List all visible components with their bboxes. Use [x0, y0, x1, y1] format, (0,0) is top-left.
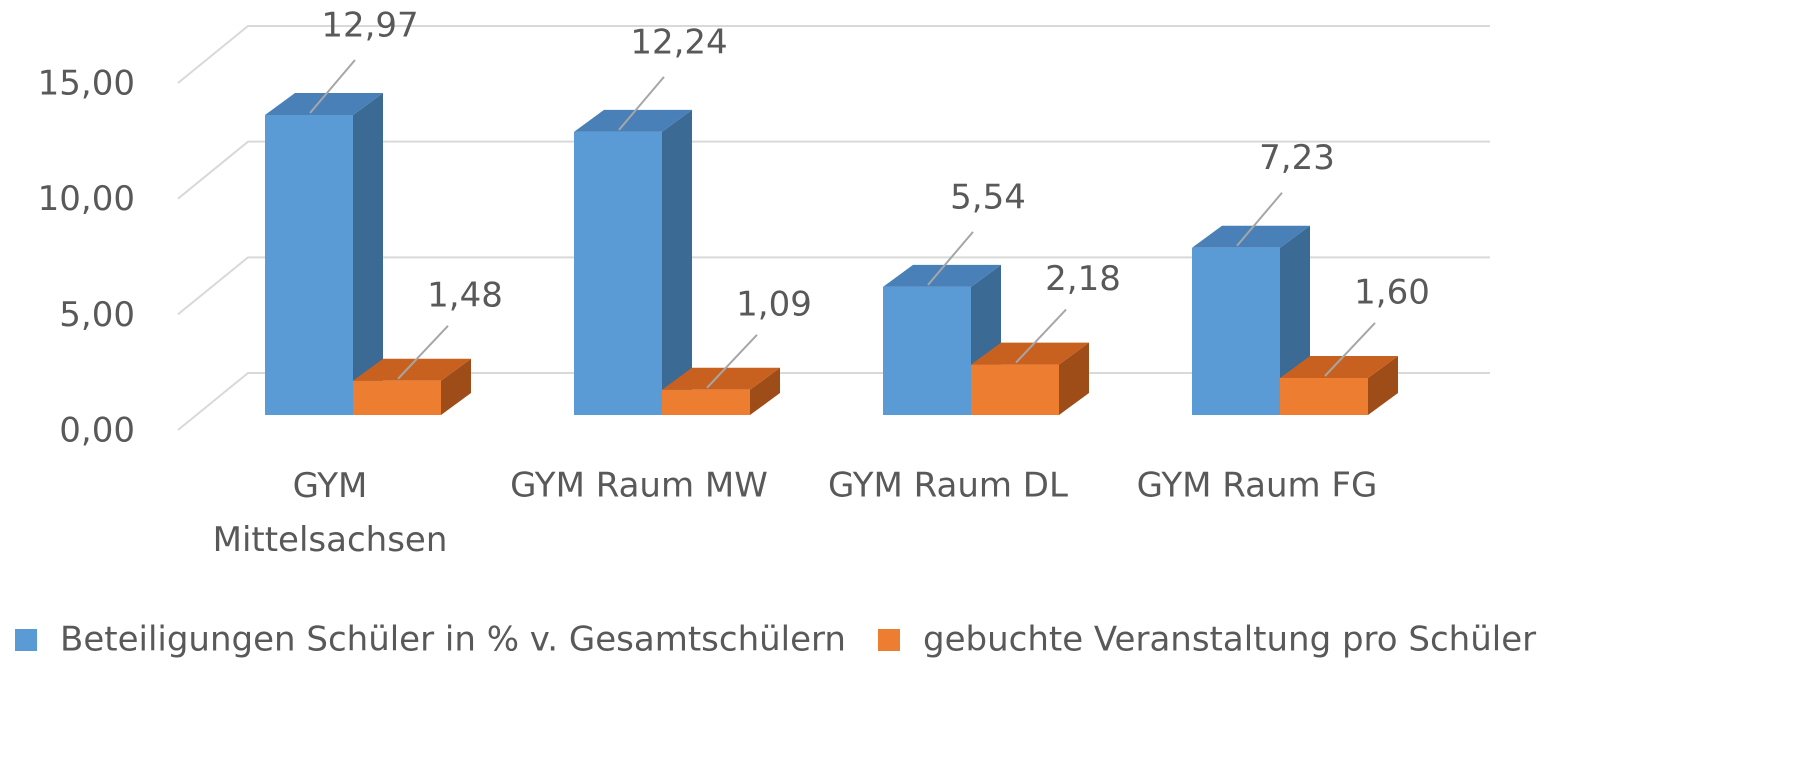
- x-tick-label: GYM Raum MW: [510, 466, 768, 506]
- grid-line: [177, 140, 1490, 200]
- data-label: 2,18: [1045, 259, 1121, 299]
- leader-line: [397, 325, 449, 380]
- data-label: 12,97: [321, 5, 418, 45]
- bar-front: [662, 389, 750, 415]
- legend-swatch: [15, 629, 37, 651]
- bar: [1280, 355, 1398, 415]
- bar-top: [353, 358, 471, 381]
- leader-line: [927, 231, 974, 286]
- y-tick-label: 5,00: [59, 295, 135, 335]
- data-label: 1,09: [736, 284, 812, 324]
- bar-side: [353, 92, 383, 416]
- data-label: 5,54: [950, 177, 1026, 217]
- leader-line: [1236, 192, 1283, 247]
- bar-top: [662, 367, 780, 390]
- legend-label: gebuchte Veranstaltung pro Schüler: [923, 620, 1536, 660]
- bar-front: [1280, 377, 1368, 415]
- bar-top: [1192, 225, 1310, 248]
- bar-front: [883, 286, 971, 415]
- bar-front: [353, 380, 441, 415]
- bar-side: [1059, 342, 1089, 415]
- bar-side: [662, 109, 692, 416]
- data-label: 7,23: [1259, 138, 1335, 178]
- x-tick-label: GYM Raum FG: [1137, 466, 1378, 506]
- leader-line: [1324, 322, 1376, 377]
- leader-line: [1015, 308, 1067, 364]
- data-label: 1,48: [427, 275, 503, 315]
- bar-front: [574, 131, 662, 415]
- bar-front: [1192, 247, 1280, 415]
- bar-side: [1368, 355, 1398, 415]
- leader-line: [706, 334, 758, 389]
- bar: [265, 92, 383, 416]
- bar-top: [265, 92, 383, 115]
- bar: [574, 109, 692, 416]
- data-label: 1,60: [1354, 272, 1430, 312]
- bar: [971, 342, 1089, 415]
- leader-line: [618, 76, 665, 131]
- data-label: 12,24: [630, 22, 727, 62]
- y-tick-label: 10,00: [38, 179, 135, 219]
- legend-swatch: [878, 629, 900, 651]
- bar-side: [750, 367, 780, 415]
- bar: [353, 358, 471, 415]
- legend-label: Beteiligungen Schüler in % v. Gesamtschü…: [60, 620, 846, 660]
- bar: [662, 367, 780, 415]
- grid-line: [177, 25, 1490, 84]
- bar-top: [971, 342, 1089, 365]
- bar-top: [574, 109, 692, 132]
- bar-top: [1280, 355, 1398, 378]
- bar-front: [265, 114, 353, 415]
- leader-line: [309, 59, 356, 114]
- x-tick-label: GYM Raum DL: [828, 466, 1068, 506]
- grid-line: [177, 256, 1490, 316]
- bar-front: [971, 364, 1059, 415]
- bar-top: [883, 264, 1001, 287]
- x-tick-label: GYM Mittelsachsen: [213, 466, 448, 560]
- bar: [1192, 225, 1310, 415]
- y-tick-label: 0,00: [59, 411, 135, 451]
- y-tick-label: 15,00: [38, 64, 135, 104]
- bar-side: [441, 358, 471, 415]
